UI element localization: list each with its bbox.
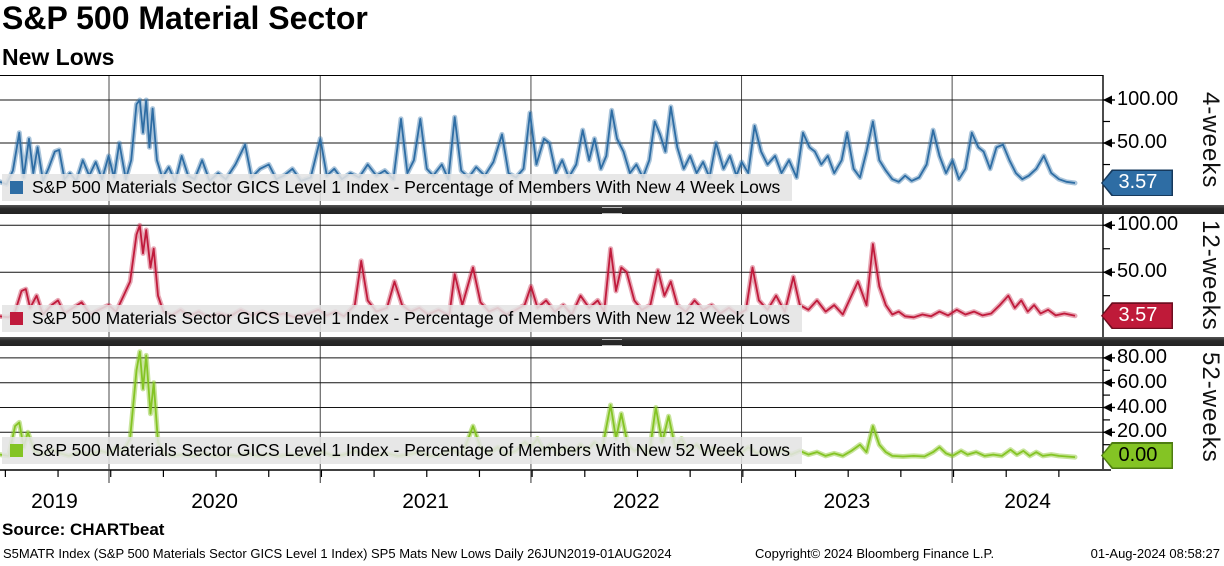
badge-value: 3.57 xyxy=(1102,170,1172,195)
y-tick-label: 100.00 xyxy=(1117,87,1179,110)
panel-axis-title-52-weeks: 52-weeks xyxy=(1197,352,1224,463)
y-tick-label: 40.00 xyxy=(1117,395,1168,418)
x-axis xyxy=(0,469,1224,485)
last-value-badge-12-weeks: 3.57 xyxy=(1101,302,1173,330)
footer-copyright: Copyright© 2024 Bloomberg Finance L.P. xyxy=(755,546,995,561)
page-subtitle: New Lows xyxy=(2,44,115,70)
badge-value: 3.57 xyxy=(1102,303,1172,328)
y-tick-label: 50.00 xyxy=(1117,131,1168,153)
legend-52-weeks[interactable]: S&P 500 Materials Sector GICS Level 1 In… xyxy=(2,437,803,464)
y-tick-label: 20.00 xyxy=(1117,420,1168,443)
x-year-label-2019: 2019 xyxy=(31,490,78,513)
legend-12-weeks[interactable]: S&P 500 Materials Sector GICS Level 1 In… xyxy=(2,305,803,332)
legend-label: S&P 500 Materials Sector GICS Level 1 In… xyxy=(32,440,791,460)
x-year-label-2023: 2023 xyxy=(823,490,871,513)
source-label: Source: CHARTbeat xyxy=(2,520,165,539)
panel-axis-title-4-weeks: 4-weeks xyxy=(1197,91,1224,189)
x-year-label-2020: 2020 xyxy=(191,490,238,513)
y-tick-label: 80.00 xyxy=(1117,345,1168,368)
y-tick-label: 50.00 xyxy=(1117,260,1168,283)
badge-value: 0.00 xyxy=(1102,443,1172,468)
chart-panel-52-weeks[interactable]: S&P 500 Materials Sector GICS Level 1 In… xyxy=(0,346,1224,469)
legend-label: S&P 500 Materials Sector GICS Level 1 In… xyxy=(32,308,791,328)
legend-swatch-12-weeks xyxy=(10,312,23,325)
y-tick-label: 100.00 xyxy=(1117,213,1179,236)
plot-area-12-weeks[interactable] xyxy=(0,214,1120,337)
panel-splitter-2[interactable] xyxy=(0,337,1224,346)
legend-4-weeks[interactable]: S&P 500 Materials Sector GICS Level 1 In… xyxy=(2,174,793,201)
x-year-label-2021: 2021 xyxy=(402,490,449,513)
x-year-label-2024: 2024 xyxy=(1004,490,1051,513)
last-value-badge-4-weeks: 3.57 xyxy=(1101,169,1173,197)
x-year-label-2022: 2022 xyxy=(612,490,660,513)
chart-panel-4-weeks[interactable]: S&P 500 Materials Sector GICS Level 1 In… xyxy=(0,75,1224,205)
chart-panel-12-weeks[interactable]: S&P 500 Materials Sector GICS Level 1 In… xyxy=(0,213,1224,337)
panel-axis-title-12-weeks: 12-weeks xyxy=(1197,220,1224,331)
legend-swatch-4-weeks xyxy=(10,181,23,194)
panel-splitter-1[interactable] xyxy=(0,205,1224,214)
legend-label: S&P 500 Materials Sector GICS Level 1 In… xyxy=(32,177,781,197)
footer-ticker-info: S5MATR Index (S&P 500 Materials Sector G… xyxy=(3,546,672,561)
footer-timestamp: 01-Aug-2024 08:58:27 xyxy=(1090,546,1220,561)
y-tick-label: 60.00 xyxy=(1117,370,1168,393)
splitter-handle-icon[interactable] xyxy=(602,207,622,214)
page-title: S&P 500 Material Sector xyxy=(2,0,368,36)
last-value-badge-52-weeks: 0.00 xyxy=(1101,442,1173,469)
splitter-handle-icon[interactable] xyxy=(602,339,622,346)
legend-swatch-52-weeks xyxy=(10,444,23,457)
